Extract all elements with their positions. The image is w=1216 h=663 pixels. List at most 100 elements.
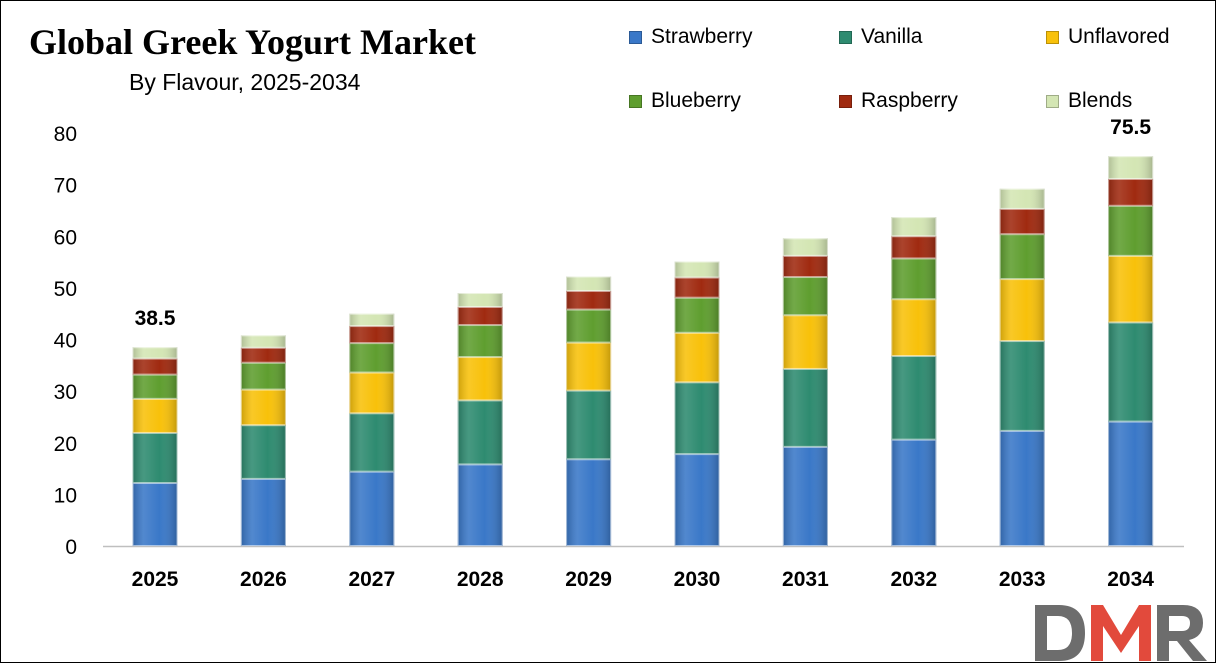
bar-segment-edge: [457, 464, 503, 546]
legend-item-strawberry: Strawberry: [629, 23, 753, 51]
bar-segment-edge: [566, 290, 612, 310]
bar-segment-shading: [457, 357, 503, 401]
x-tick-label: 2033: [999, 568, 1046, 591]
bar-segment-shading: [891, 299, 937, 357]
bar-segment-edge: [457, 293, 503, 307]
bar-segment-edge: [782, 315, 828, 369]
y-tick-label: 50: [54, 278, 77, 301]
bar-segment-shading: [240, 362, 286, 390]
x-tick-label: 2028: [457, 568, 504, 591]
bar-segment-shading: [1108, 322, 1154, 422]
bar-segment-edge: [1108, 205, 1154, 256]
legend-label: Blends: [1068, 89, 1133, 112]
y-tick-label: 10: [54, 484, 77, 507]
x-tick-label: 2025: [132, 568, 179, 591]
bar-segment-edge: [132, 374, 178, 399]
bar-segment-shading: [132, 483, 178, 546]
bar-segment-shading: [566, 276, 612, 291]
bar-segment-shading: [349, 343, 395, 373]
bar-segment-edge: [891, 299, 937, 357]
bar-segment-edge: [240, 335, 286, 348]
bar-segment-shading: [674, 382, 720, 455]
bar-segment-shading: [240, 425, 286, 479]
x-tick-label: 2032: [890, 568, 937, 591]
bar-segment-edge: [349, 413, 395, 472]
chart-subtitle: By Flavour, 2025-2034: [129, 69, 361, 95]
bar-segment-edge: [891, 439, 937, 546]
bar-segment-shading: [782, 277, 828, 316]
bar-segment-shading: [999, 430, 1045, 546]
bar-segment-shading: [782, 315, 828, 369]
bar-segment-edge: [457, 306, 503, 326]
bar-segment-shading: [891, 236, 937, 259]
bar-segment-edge: [566, 276, 612, 291]
bar-segment-shading: [1108, 156, 1154, 179]
bar-segment-edge: [240, 425, 286, 479]
bar-segment-shading: [891, 217, 937, 237]
bar-segment-shading: [457, 400, 503, 465]
bar-segment-shading: [674, 454, 720, 546]
bar-segment-shading: [566, 342, 612, 391]
bar-segment-shading: [999, 234, 1045, 280]
bar-segment-edge: [132, 358, 178, 375]
bar-segment-edge: [999, 188, 1045, 209]
bar-segment-edge: [999, 234, 1045, 280]
bar-segment-edge: [457, 325, 503, 358]
bar-segment-shading: [349, 313, 395, 327]
bar-segment-edge: [132, 432, 178, 484]
bar-segment-shading: [1108, 421, 1154, 546]
x-tick-label: 2030: [674, 568, 721, 591]
legend-label: Strawberry: [651, 25, 753, 48]
bar-segment-edge: [674, 382, 720, 455]
bar-segment-shading: [782, 368, 828, 447]
bar-group: [132, 156, 1154, 547]
bar-segment-shading: [132, 374, 178, 399]
bar-segment-edge: [240, 478, 286, 547]
legend-item-raspberry: Raspberry: [839, 87, 958, 115]
bar-segment-edge: [891, 236, 937, 259]
bar-segment-shading: [132, 432, 178, 484]
bar-segment-shading: [674, 261, 720, 278]
legend-item-vanilla: Vanilla: [839, 23, 922, 51]
bar-segment-shading: [891, 356, 937, 440]
bar-segment-edge: [1108, 322, 1154, 422]
bar-segment-shading: [1108, 255, 1154, 323]
y-tick-label: 20: [54, 433, 77, 456]
bar-segment-shading: [240, 389, 286, 426]
bar-segment-edge: [999, 208, 1045, 235]
bar-segment-edge: [349, 326, 395, 344]
bar-segment-edge: [240, 389, 286, 426]
bar-segment-shading: [349, 326, 395, 344]
legend-item-unflavored: Unflavored: [1046, 23, 1170, 51]
bar-segment-edge: [999, 279, 1045, 342]
legend-swatch: [629, 30, 642, 44]
legend-swatch: [839, 30, 852, 44]
bar-segment-shading: [999, 208, 1045, 235]
bar-total-label: 38.5: [135, 307, 176, 330]
legend-swatch: [1046, 94, 1059, 108]
bar-segment-edge: [1108, 178, 1154, 206]
bar-segment-edge: [349, 471, 395, 546]
bar-total-label: 75.5: [1110, 116, 1151, 139]
legend-label: Raspberry: [861, 89, 958, 112]
legend-item-blueberry: Blueberry: [629, 87, 741, 115]
bar-segment-edge: [674, 277, 720, 298]
bar-segment-edge: [782, 255, 828, 278]
legend-label: Blueberry: [651, 89, 741, 112]
bar-segment-edge: [132, 347, 178, 359]
bar-segment-shading: [566, 390, 612, 460]
bar-segment-shading: [566, 290, 612, 310]
dmr-logo-mark: [1035, 605, 1207, 661]
x-tick-label: 2034: [1107, 568, 1154, 591]
y-tick-label: 0: [65, 536, 77, 559]
bar-segment-shading: [566, 309, 612, 343]
x-tick-label: 2026: [240, 568, 287, 591]
bar-segment-edge: [674, 332, 720, 383]
bar-segment-shading: [891, 439, 937, 546]
bar-segment-shading: [349, 471, 395, 546]
bar-segment-edge: [891, 258, 937, 300]
legend-label: Vanilla: [861, 25, 923, 48]
bar-segment-shading: [674, 332, 720, 383]
